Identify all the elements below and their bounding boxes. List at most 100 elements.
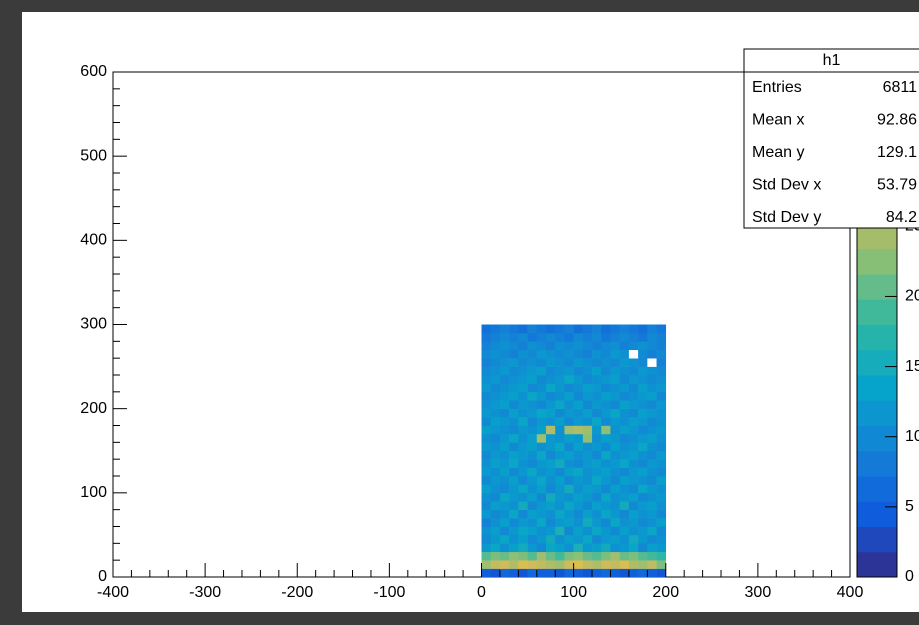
heat-cell — [582, 543, 593, 553]
heat-cell — [610, 534, 620, 544]
heat-cell — [518, 324, 528, 334]
heat-cell — [619, 509, 630, 519]
heat-cell — [518, 450, 528, 460]
heat-cell — [527, 534, 538, 544]
heat-cell — [619, 391, 630, 401]
heat-cell — [628, 366, 639, 376]
heat-cell — [592, 467, 602, 477]
heat-cell — [555, 332, 565, 342]
heat-cell — [573, 501, 584, 510]
heat-cell — [573, 408, 584, 418]
y-tick-label: 300 — [80, 316, 107, 333]
heat-cell — [619, 442, 630, 452]
heat-cell — [592, 551, 602, 561]
heat-cell — [628, 349, 639, 359]
heat-cell — [592, 332, 602, 342]
heat-cell — [545, 543, 556, 553]
heat-cell — [509, 467, 519, 477]
heat-cell — [582, 442, 593, 452]
heat-cell — [628, 509, 639, 519]
heat-cell — [490, 484, 501, 494]
heat-cell — [564, 391, 574, 401]
x-tick-label: 200 — [652, 584, 679, 601]
heat-cell — [656, 408, 667, 418]
heat-cell — [481, 484, 492, 494]
heat-cell — [573, 476, 584, 485]
heat-cell — [656, 433, 667, 443]
heat-cell — [638, 568, 648, 578]
heat-cell — [592, 476, 602, 485]
heat-cell — [490, 383, 501, 393]
heat-cell — [582, 349, 593, 359]
z-tick-label: 0 — [905, 568, 914, 585]
heat-cell — [555, 425, 565, 435]
heat-cell — [582, 408, 593, 418]
heat-cell — [481, 560, 492, 569]
heat-cell — [536, 459, 547, 468]
heat-cell — [564, 425, 574, 435]
heat-cell — [619, 408, 630, 418]
heat-cell — [545, 459, 556, 468]
heat-cell — [592, 518, 602, 527]
heat-cell — [509, 391, 519, 401]
heat-cell — [527, 332, 538, 342]
heat-cell — [499, 341, 510, 351]
heat-cell — [499, 518, 510, 527]
heat-cell — [647, 484, 657, 494]
heat-cell — [610, 383, 620, 393]
heat-cell — [536, 433, 547, 443]
stats-label: Mean y — [752, 144, 804, 161]
heat-cell — [490, 543, 501, 553]
heat-cell — [518, 518, 528, 527]
heat-cell — [481, 459, 492, 468]
heat-cell — [545, 341, 556, 351]
heat-cell — [509, 534, 519, 544]
heat-cell — [481, 467, 492, 477]
heat-cell — [628, 391, 639, 401]
stats-box — [743, 48, 919, 229]
heat-cell — [610, 476, 620, 485]
heat-cell — [628, 358, 639, 367]
heat-cell — [647, 560, 657, 569]
heat-cell — [638, 417, 648, 426]
heat-cell — [536, 543, 547, 553]
y-tick-label: 500 — [80, 147, 107, 164]
heat-cell — [619, 433, 630, 443]
heat-cell — [536, 476, 547, 485]
heat-cell — [499, 551, 510, 561]
heat-cell — [601, 358, 611, 367]
heat-cell — [536, 450, 547, 460]
heat-cell — [536, 400, 547, 409]
heat-cell — [518, 526, 528, 536]
heat-cell — [555, 442, 565, 452]
heat-cell — [601, 383, 611, 393]
heat-cell — [481, 332, 492, 342]
heat-cell — [592, 501, 602, 510]
heat-cell — [536, 341, 547, 351]
heat-cell — [481, 551, 492, 561]
heat-cell — [536, 442, 547, 452]
heat-cell — [582, 560, 593, 569]
color-bar-band — [857, 400, 897, 426]
heat-cell — [647, 349, 657, 359]
heat-cell — [555, 383, 565, 393]
heat-cell — [545, 450, 556, 460]
heat-cell — [592, 450, 602, 460]
heat-cell — [481, 543, 492, 553]
heat-cell — [610, 433, 620, 443]
color-bar-band — [857, 425, 897, 452]
heat-cell — [592, 391, 602, 401]
heat-cell — [499, 425, 510, 435]
heat-cell — [545, 526, 556, 536]
heat-cell — [628, 433, 639, 443]
heat-cell — [518, 509, 528, 519]
heat-cell — [628, 332, 639, 342]
heat-cell — [573, 383, 584, 393]
heat-cell — [481, 349, 492, 359]
heat-cell — [601, 518, 611, 527]
heat-cell — [499, 391, 510, 401]
heat-cell — [564, 526, 574, 536]
heat-cell — [555, 366, 565, 376]
heat-cell — [638, 484, 648, 494]
heat-cell — [545, 375, 556, 384]
